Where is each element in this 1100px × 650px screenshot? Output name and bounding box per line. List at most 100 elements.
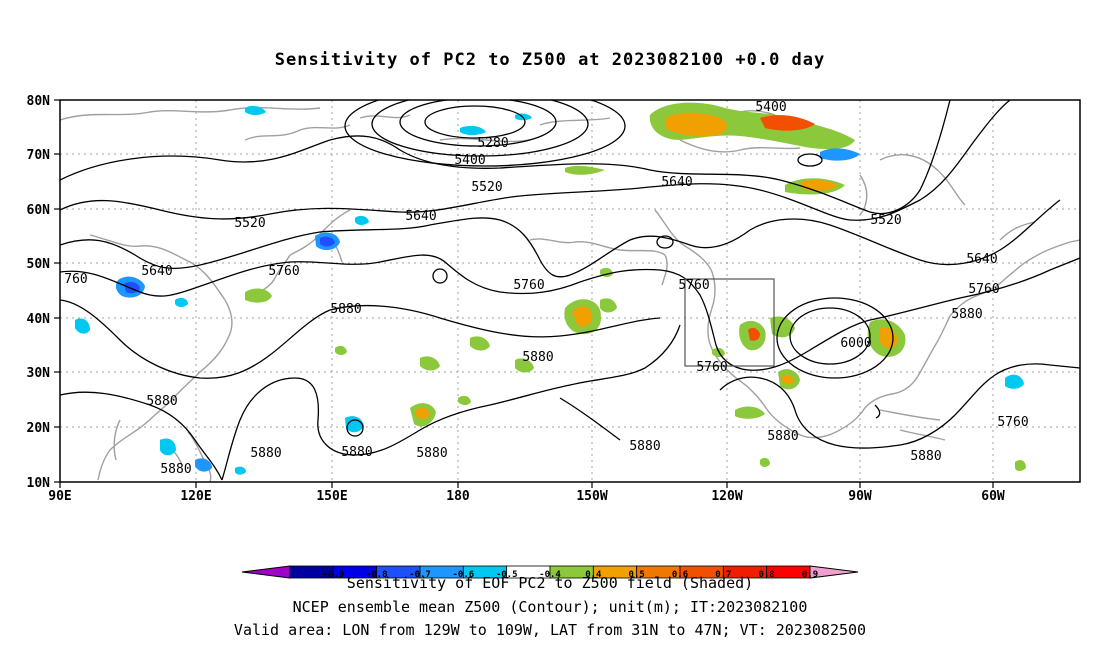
shade-neg xyxy=(460,125,486,135)
contour-label: 5880 xyxy=(951,307,982,322)
contour-label: 5880 xyxy=(416,446,447,461)
shade-neg xyxy=(75,318,90,334)
shade-pos xyxy=(515,358,534,373)
colorbar-tick-label: 0.9 xyxy=(802,570,818,580)
colorbar-tick-label: 0.5 xyxy=(629,570,645,580)
colorbar-tick-label: -0.9 xyxy=(322,570,344,580)
shade-neg xyxy=(1005,374,1024,389)
contour-label: 5640 xyxy=(661,175,692,190)
contour-label: 5760 xyxy=(513,278,544,293)
contour-label: 5880 xyxy=(522,350,553,365)
contour-label: 5880 xyxy=(910,449,941,464)
shade-pos xyxy=(782,374,794,385)
shade-neg xyxy=(515,113,532,121)
shade-pos xyxy=(760,115,815,131)
caption-contour: NCEP ensemble mean Z500 (Contour); unit(… xyxy=(292,598,808,616)
contour-label: 5640 xyxy=(966,252,997,267)
shade-neg xyxy=(235,466,246,475)
lat-label: 30N xyxy=(27,366,51,381)
lon-label: 60W xyxy=(981,489,1005,504)
z500-contours xyxy=(60,100,1080,481)
shade-pos xyxy=(335,345,347,355)
shade-pos xyxy=(565,165,605,175)
contour-label: 5400 xyxy=(755,100,786,115)
shade-pos xyxy=(458,395,471,405)
lat-label: 60N xyxy=(27,203,51,218)
contour-label: 5400 xyxy=(454,153,485,168)
colorbar-tick-label: 0.8 xyxy=(759,570,775,580)
shade-pos xyxy=(600,298,617,313)
latitude-labels: 80N 70N 60N 50N 40N 30N 20N 10N xyxy=(27,94,51,491)
axis-ticks xyxy=(54,99,994,488)
colorbar-tick-label: -0.8 xyxy=(366,570,388,580)
lon-label: 150E xyxy=(316,489,347,504)
shade-pos xyxy=(802,179,838,191)
shade-pos xyxy=(665,112,727,137)
contour-label: 5760 xyxy=(968,282,999,297)
colorbar-tick-label: 0.7 xyxy=(715,570,731,580)
contour-label: 5640 xyxy=(141,264,172,279)
contour-label: 5520 xyxy=(471,180,502,195)
shade-pos xyxy=(572,306,593,327)
lat-label: 80N xyxy=(27,94,51,109)
colorbar-tick-label: -0.7 xyxy=(409,570,431,580)
contour-label: 5520 xyxy=(870,213,901,228)
caption-shading: Sensitivity of EOF PC2 to Z500 field (Sh… xyxy=(346,574,754,592)
shade-pos xyxy=(770,316,795,338)
valid-area-box xyxy=(684,278,775,367)
colorbar-tick-label: 0.6 xyxy=(672,570,688,580)
shade-pos xyxy=(245,288,272,303)
contour-label: 5760 xyxy=(678,278,709,293)
contour-label: 5880 xyxy=(160,462,191,477)
contour-label: 5880 xyxy=(250,446,281,461)
lat-label: 40N xyxy=(27,312,51,327)
shade-neg xyxy=(195,458,212,472)
contour-label: 6000 xyxy=(840,336,871,351)
lon-label: 90E xyxy=(48,489,71,504)
contour-label: 5280 xyxy=(477,136,508,151)
contour-label: 5880 xyxy=(341,445,372,460)
shade-neg xyxy=(345,416,364,433)
map-frame xyxy=(59,99,1081,483)
lat-label: 20N xyxy=(27,421,51,436)
shade-pos xyxy=(420,356,440,371)
contour-label: 5760 xyxy=(696,360,727,375)
lon-label: 180 xyxy=(446,489,470,504)
contour-label: 5520 xyxy=(234,216,265,231)
shade-neg xyxy=(355,215,369,225)
shaded-sensitivity xyxy=(75,102,1026,475)
shade-pos xyxy=(470,336,490,351)
contour-label: 760 xyxy=(64,272,87,287)
lat-label: 10N xyxy=(27,476,51,491)
lon-label: 150W xyxy=(576,489,607,504)
contour-label: 5640 xyxy=(405,209,436,224)
colorbar-tick-label: -0.4 xyxy=(539,570,561,580)
shade-neg xyxy=(175,297,188,307)
contour-label: 5760 xyxy=(997,415,1028,430)
shade-pos xyxy=(748,327,760,341)
chart-title: Sensitivity of PC2 to Z500 at 2023082100… xyxy=(274,50,826,70)
colorbar-arrow-right xyxy=(809,565,859,579)
caption-valid-area: Valid area: LON from 129W to 109W, LAT f… xyxy=(233,621,867,639)
shade-neg xyxy=(320,236,335,247)
contour-label: 5760 xyxy=(268,264,299,279)
lat-label: 70N xyxy=(27,148,51,163)
lon-label: 90W xyxy=(848,489,872,504)
longitude-labels: 90E 120E 150E 180 150W 120W 90W 60W xyxy=(48,489,1005,504)
shade-neg xyxy=(160,438,176,456)
shade-pos xyxy=(880,327,898,348)
shade-pos xyxy=(416,407,430,419)
contour-label: 5880 xyxy=(146,394,177,409)
colorbar-tick-label: 0.4 xyxy=(585,570,602,580)
shade-pos xyxy=(760,457,770,467)
colorbar-tick-label: -0.5 xyxy=(496,570,518,580)
shade-neg xyxy=(245,105,266,115)
contour-labels: 5280 5400 5520 5640 5760 5880 6000 5400 … xyxy=(64,100,1028,477)
shade-pos xyxy=(735,406,765,419)
shade-neg xyxy=(820,148,860,161)
contour-label: 5880 xyxy=(330,302,361,317)
colorbar-tick-label: -0.6 xyxy=(452,570,474,580)
contour-label: 5880 xyxy=(629,439,660,454)
contour-label: 5880 xyxy=(767,429,798,444)
